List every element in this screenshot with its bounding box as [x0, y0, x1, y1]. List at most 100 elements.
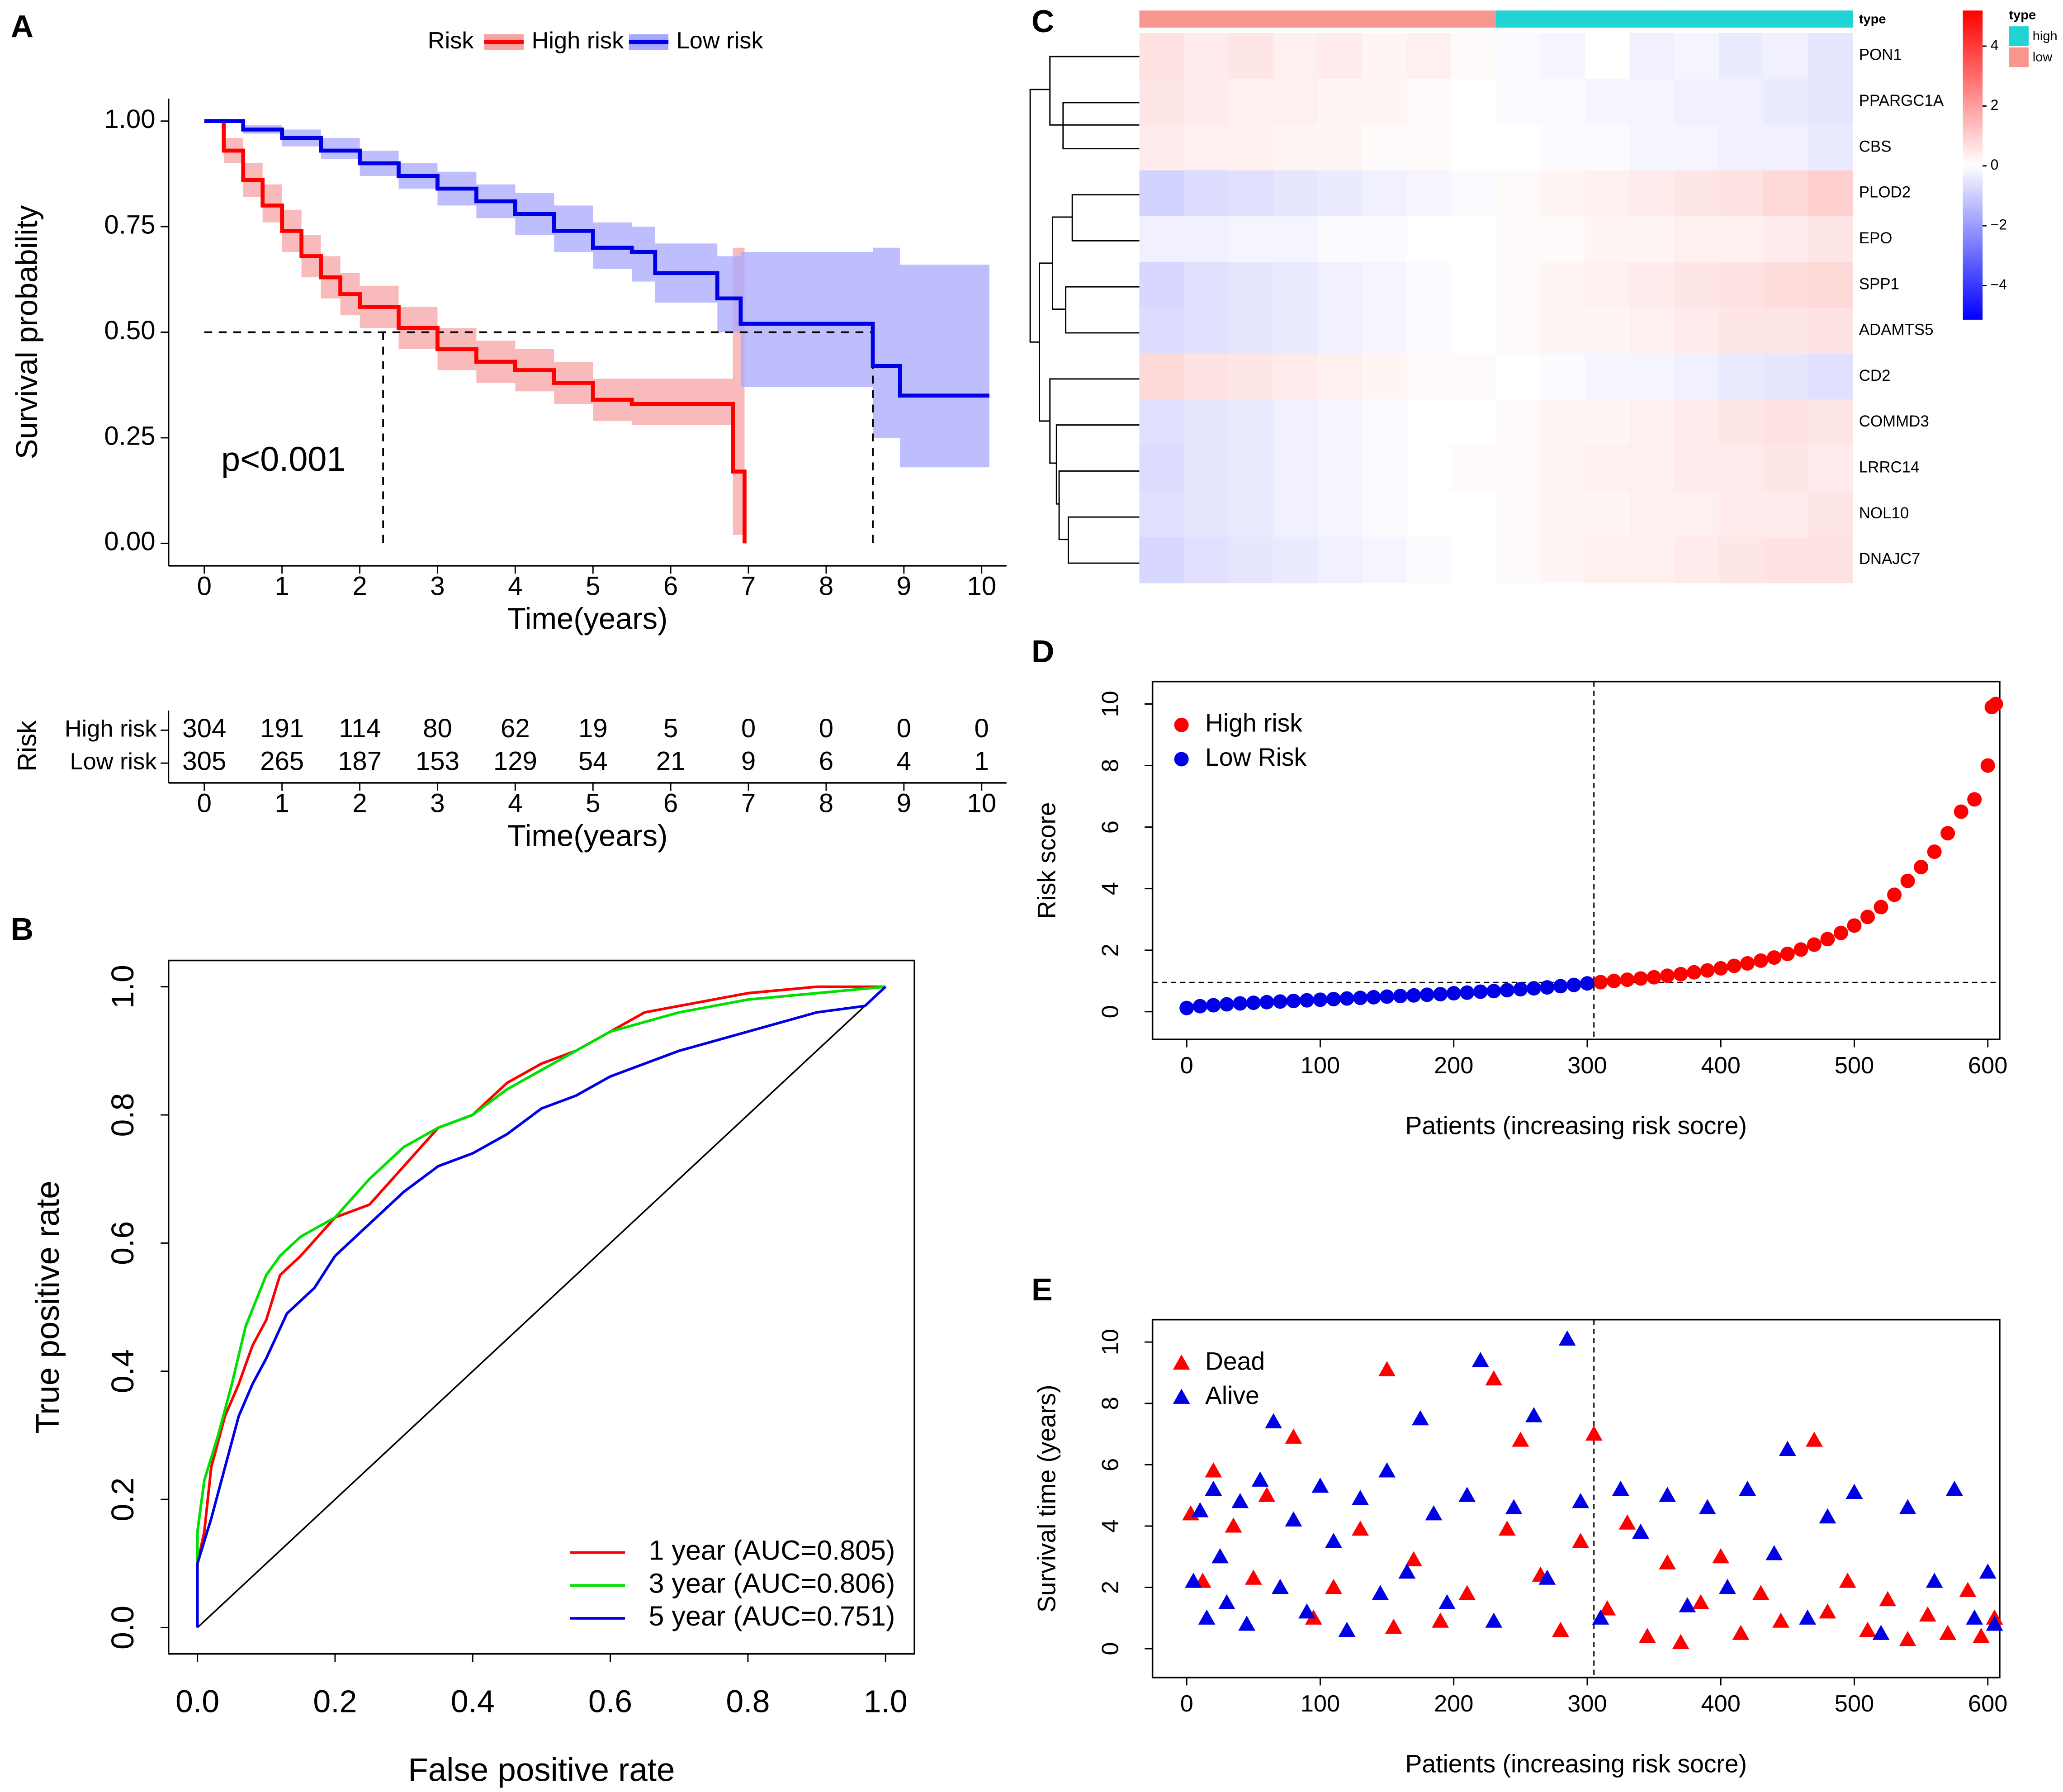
- heatmap-cell: [1718, 33, 1764, 79]
- x-axis-title: Time(years): [507, 602, 667, 636]
- heatmap-cell: [1540, 354, 1585, 400]
- y-tick-label: 0.6: [105, 1221, 140, 1265]
- plot-frame: [1151, 681, 2001, 1040]
- row-label: PPARGC1A: [1859, 92, 1944, 109]
- roc-curve: [196, 986, 887, 1628]
- point: [1592, 1609, 1609, 1625]
- heatmap-cell: [1718, 537, 1764, 583]
- heatmap-cell: [1763, 537, 1808, 583]
- heatmap-cell: [1317, 354, 1363, 400]
- point: [1580, 976, 1595, 991]
- heatmap-cell: [1540, 445, 1585, 492]
- heatmap-cell: [1139, 491, 1184, 538]
- legend-title: Risk: [428, 28, 474, 54]
- point: [1660, 968, 1675, 983]
- point: [1419, 987, 1434, 1002]
- point: [1246, 996, 1261, 1010]
- x-tick-label: 300: [1567, 1691, 1607, 1717]
- x-tick-label: 100: [1301, 1691, 1340, 1717]
- heatmap-cell: [1406, 308, 1452, 354]
- y-tick-label: 8: [1097, 1397, 1123, 1410]
- x-tick-label: 9: [897, 572, 911, 601]
- x-axis-title: Time(years): [507, 819, 667, 853]
- point: [1732, 1625, 1750, 1640]
- point: [1446, 986, 1461, 1001]
- heatmap-cell: [1763, 216, 1808, 263]
- point: [1954, 804, 1968, 819]
- point: [1206, 998, 1221, 1013]
- heatmap-cell: [1629, 262, 1675, 308]
- panel-label: E: [1032, 1272, 1053, 1307]
- point: [1633, 971, 1648, 986]
- heatmap-cell: [1228, 537, 1274, 583]
- heatmap-cell: [1763, 491, 1808, 538]
- heatmap-cell: [1451, 216, 1496, 263]
- at-risk-count: 1: [975, 747, 989, 776]
- heatmap-cell: [1139, 124, 1184, 171]
- x-tick-label: 0.2: [313, 1684, 357, 1719]
- legend-title: type: [2009, 8, 2036, 23]
- heatmap-cell: [1540, 216, 1585, 263]
- point: [1632, 1523, 1649, 1539]
- point: [1979, 1563, 1997, 1579]
- heatmap-cell: [1184, 262, 1229, 308]
- heatmap-cell: [1317, 491, 1363, 538]
- at-risk-count: 0: [975, 714, 989, 743]
- heatmap-cell: [1585, 170, 1630, 217]
- legend-label: Low risk: [677, 28, 764, 54]
- row-label: EPO: [1859, 229, 1893, 247]
- point: [1700, 963, 1715, 978]
- y-tick-label: 0.00: [104, 527, 155, 556]
- x-tick-label: 100: [1301, 1052, 1340, 1079]
- plot-frame: [1151, 1318, 2001, 1678]
- point: [1432, 1612, 1449, 1628]
- point: [1225, 1517, 1242, 1533]
- heatmap-cell: [1184, 124, 1229, 171]
- x-tick-label: 9: [897, 789, 911, 818]
- heatmap-cell: [1273, 308, 1318, 354]
- heatmap-cell: [1228, 399, 1274, 446]
- heatmap-cell: [1139, 79, 1184, 125]
- at-risk-count: 187: [338, 747, 382, 776]
- at-risk-count: 19: [578, 714, 608, 743]
- survival-curve: [204, 119, 989, 398]
- heatmap-cell: [1362, 124, 1407, 171]
- heatmap-cell: [1451, 33, 1496, 79]
- x-tick-label: 600: [1968, 1052, 2007, 1079]
- heatmap-cell: [1629, 537, 1675, 583]
- heatmap-cell: [1629, 491, 1675, 538]
- x-tick-label: 10: [967, 789, 996, 818]
- point: [1618, 1514, 1636, 1530]
- heatmap-cell: [1718, 491, 1764, 538]
- at-risk-count: 6: [819, 747, 833, 776]
- heatmap-cell: [1451, 445, 1496, 492]
- point: [1638, 1628, 1656, 1643]
- group-annotation: [1139, 10, 1184, 28]
- point: [1739, 1480, 1756, 1496]
- heatmap-cell: [1317, 33, 1363, 79]
- point: [1727, 958, 1741, 973]
- y-tick-label: 0.8: [105, 1093, 140, 1137]
- point: [1819, 1508, 1836, 1524]
- heatmap-cell: [1763, 399, 1808, 446]
- point: [1205, 1462, 1222, 1478]
- heatmap-cell: [1273, 79, 1318, 125]
- point: [1874, 900, 1888, 915]
- point: [1845, 1484, 1863, 1499]
- row-label: NOL10: [1859, 504, 1909, 522]
- x-tick-label: 5: [586, 789, 600, 818]
- group-annotation: [1451, 10, 1496, 28]
- at-risk-count: 191: [260, 714, 304, 743]
- heatmap-cell: [1763, 308, 1808, 354]
- point: [1485, 1612, 1503, 1628]
- heatmap-cell: [1807, 33, 1853, 79]
- heatmap-cell: [1362, 354, 1407, 400]
- x-tick-label: 5: [586, 572, 600, 601]
- legend-label: Dead: [1205, 1347, 1265, 1375]
- group-annotation: [1273, 10, 1318, 28]
- y-tick-label: 0.0: [105, 1606, 140, 1650]
- heatmap-cell: [1451, 399, 1496, 446]
- legend-swatch: [2009, 47, 2029, 67]
- point: [1973, 1628, 1990, 1643]
- heatmap-cell: [1317, 308, 1363, 354]
